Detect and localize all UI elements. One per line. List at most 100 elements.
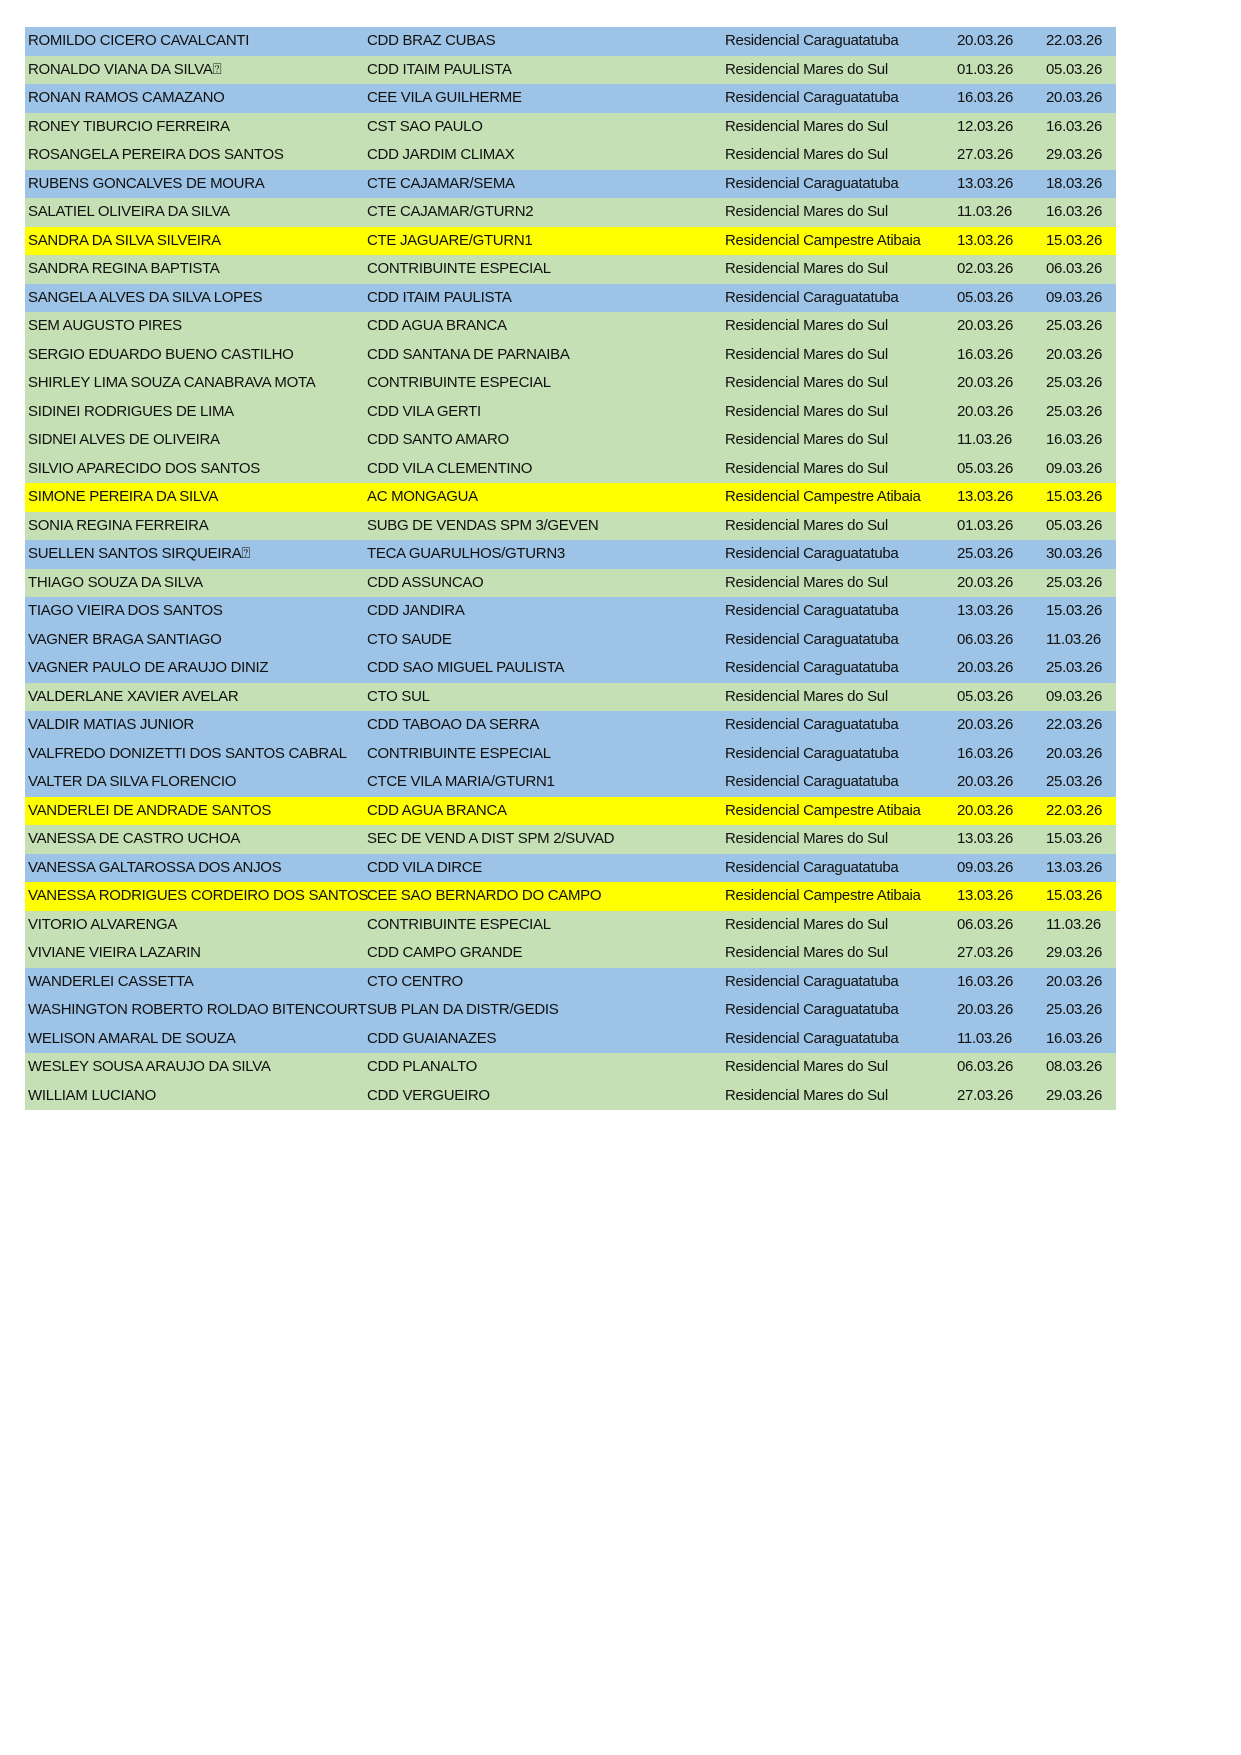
check-out-date-cell: 20.03.26 [1046,89,1102,106]
employee-name-cell: SIMONE PEREIRA DA SILVA [28,488,219,505]
check-in-date-cell: 20.03.26 [957,659,1013,676]
unit-cell: CONTRIBUINTE ESPECIAL [367,374,551,391]
check-out-date-cell: 13.03.26 [1046,858,1102,876]
table-row: VALFREDO DONIZETTI DOS SANTOS CABRAL CONT… [25,739,1116,768]
employee-name-cell: SILVIO APARECIDO DOS SANTOS [28,459,260,477]
unit-cell: CDD ITAIM PAULISTA [367,60,512,78]
check-in-date-cell: 09.03.26 [957,858,1013,876]
employee-name-cell: SANDRA REGINA BAPTISTA [28,260,220,277]
check-in-date-cell: 13.03.26 [957,830,1013,847]
table-row: ROMILDO CICERO CAVALCANTI CDD BRAZ CUBAS R… [25,27,1116,56]
employee-name-cell: VANESSA RODRIGUES CORDEIRO DOS SANTOS [28,887,369,904]
check-out-date-cell: 05.03.26 [1046,516,1102,534]
check-in-date-cell: 02.03.26 [957,260,1013,277]
table-row: VITORIO ALVARENGA CONTRIBUINTE ESPECIAL Re… [25,910,1116,939]
check-out-date-cell: 09.03.26 [1046,459,1102,477]
check-in-date-cell: 12.03.26 [957,117,1013,135]
table-row: VALDIR MATIAS JUNIOR CDD TABOAO DA SERRA R… [25,711,1116,740]
residence-cell: Residencial Mares do Sul [725,146,888,163]
table-row: ROSANGELA PEREIRA DOS SANTOS CDD JARDIM C… [25,141,1116,170]
table-row: VALDERLANE XAVIER AVELAR CTO SUL Residenci… [25,682,1116,711]
unit-cell: CDD VILA DIRCE [367,858,482,876]
check-in-date-cell: 05.03.26 [957,459,1013,477]
employee-name-cell: SERGIO EDUARDO BUENO CASTILHO [28,345,294,363]
unit-cell: CDD BRAZ CUBAS [367,32,496,49]
employee-name-cell: SUELLEN SANTOS SIRQUEIRA⍰ [28,545,251,562]
residence-cell: Residencial Mares do Sul [725,573,888,591]
table-row: SIMONE PEREIRA DA SILVA AC MONGAGUA Reside… [25,483,1116,512]
check-in-date-cell: 20.03.26 [957,801,1013,819]
check-in-date-cell: 20.03.26 [957,773,1013,790]
check-out-date-cell: 09.03.26 [1046,288,1102,306]
unit-cell: CDD JANDIRA [367,602,465,619]
check-out-date-cell: 22.03.26 [1046,801,1102,819]
check-out-date-cell: 15.03.26 [1046,887,1102,904]
residence-cell: Residencial Caraguatatuba [725,1001,899,1018]
check-out-date-cell: 11.03.26 [1046,915,1101,933]
table-row: SIDNEI ALVES DE OLIVEIRA CDD SANTO AMARO R… [25,426,1116,455]
table-row: SANDRA DA SILVA SILVEIRA CTE JAGUARE/GTUR… [25,226,1116,255]
employee-name-cell: WANDERLEI CASSETTA [28,972,194,990]
check-in-date-cell: 13.03.26 [957,602,1013,619]
employee-name-cell: RUBENS GONCALVES DE MOURA [28,174,265,192]
check-in-date-cell: 16.03.26 [957,972,1013,990]
check-in-date-cell: 13.03.26 [957,174,1013,192]
residence-cell: Residencial Caraguatatuba [725,288,899,306]
check-out-date-cell: 15.03.26 [1046,231,1102,249]
table-row: SERGIO EDUARDO BUENO CASTILHO CDD SANTANA… [25,340,1116,369]
table-row: RONEY TIBURCIO FERREIRA CST SAO PAULO Resi… [25,112,1116,141]
table-row: SANDRA REGINA BAPTISTA CONTRIBUINTE ESPEC… [25,255,1116,284]
residence-cell: Residencial Campestre Atibaia [725,801,921,819]
check-in-date-cell: 25.03.26 [957,545,1013,562]
unit-cell: CTE CAJAMAR/GTURN2 [367,203,534,220]
table-row: VAGNER PAULO DE ARAUJO DINIZ CDD SAO MIGU… [25,654,1116,683]
table-row: WELISON AMARAL DE SOUZA CDD GUAIANAZES Res… [25,1024,1116,1053]
table-row: SHIRLEY LIMA SOUZA CANABRAVA MOTA CONTRIB… [25,369,1116,398]
unit-cell: TECA GUARULHOS/GTURN3 [367,545,565,562]
employee-name-cell: SEM AUGUSTO PIRES [28,317,182,334]
unit-cell: CEE SAO BERNARDO DO CAMPO [367,887,602,904]
check-out-date-cell: 06.03.26 [1046,260,1102,277]
check-out-date-cell: 22.03.26 [1046,32,1102,49]
check-in-date-cell: 06.03.26 [957,630,1013,648]
unit-cell: CDD VERGUEIRO [367,1086,490,1104]
check-out-date-cell: 05.03.26 [1046,60,1102,78]
unit-cell: CONTRIBUINTE ESPECIAL [367,915,551,933]
residence-cell: Residencial Caraguatatuba [725,32,899,49]
residence-cell: Residencial Caraguatatuba [725,858,899,876]
table-row: VANESSA DE CASTRO UCHOA SEC DE VEND A DIS… [25,825,1116,854]
check-in-date-cell: 16.03.26 [957,744,1013,762]
residence-cell: Residencial Mares do Sul [725,260,888,277]
check-out-date-cell: 20.03.26 [1046,744,1102,762]
residence-cell: Residencial Mares do Sul [725,915,888,933]
check-in-date-cell: 13.03.26 [957,887,1013,904]
check-out-date-cell: 25.03.26 [1046,374,1102,391]
check-in-date-cell: 01.03.26 [957,516,1013,534]
residence-cell: Residencial Mares do Sul [725,317,888,334]
employee-name-cell: VANDERLEI DE ANDRADE SANTOS [28,801,272,819]
unit-cell: CDD VILA GERTI [367,402,481,420]
table-row: WILLIAM LUCIANO CDD VERGUEIRO Residencial … [25,1081,1116,1110]
employee-name-cell: VAGNER BRAGA SANTIAGO [28,630,222,648]
employee-name-cell: VIVIANE VIEIRA LAZARIN [28,944,201,961]
table-row: SANGELA ALVES DA SILVA LOPES CDD ITAIM PA… [25,283,1116,312]
check-in-date-cell: 05.03.26 [957,687,1013,705]
table-row: WESLEY SOUSA ARAUJO DA SILVA CDD PLANALTO… [25,1053,1116,1082]
unit-cell: CDD SANTANA DE PARNAIBA [367,345,570,363]
check-out-date-cell: 29.03.26 [1046,146,1102,163]
unit-cell: CDD ITAIM PAULISTA [367,288,512,306]
residence-cell: Residencial Mares do Sul [725,374,888,391]
table-row: VIVIANE VIEIRA LAZARIN CDD CAMPO GRANDE Re… [25,939,1116,968]
employee-name-cell: RONALDO VIANA DA SILVA⍰ [28,60,222,78]
employee-name-cell: RONEY TIBURCIO FERREIRA [28,117,230,135]
check-in-date-cell: 20.03.26 [957,374,1013,391]
employee-name-cell: THIAGO SOUZA DA SILVA [28,573,203,591]
unit-cell: CDD VILA CLEMENTINO [367,459,533,477]
residence-cell: Residencial Mares do Sul [725,345,888,363]
unit-cell: CTO CENTRO [367,972,463,990]
check-out-date-cell: 20.03.26 [1046,972,1102,990]
residence-cell: Residencial Caraguatatuba [725,89,899,106]
residence-cell: Residencial Mares do Sul [725,687,888,705]
table-row: SIDINEI RODRIGUES DE LIMA CDD VILA GERTI R… [25,397,1116,426]
check-in-date-cell: 05.03.26 [957,288,1013,306]
